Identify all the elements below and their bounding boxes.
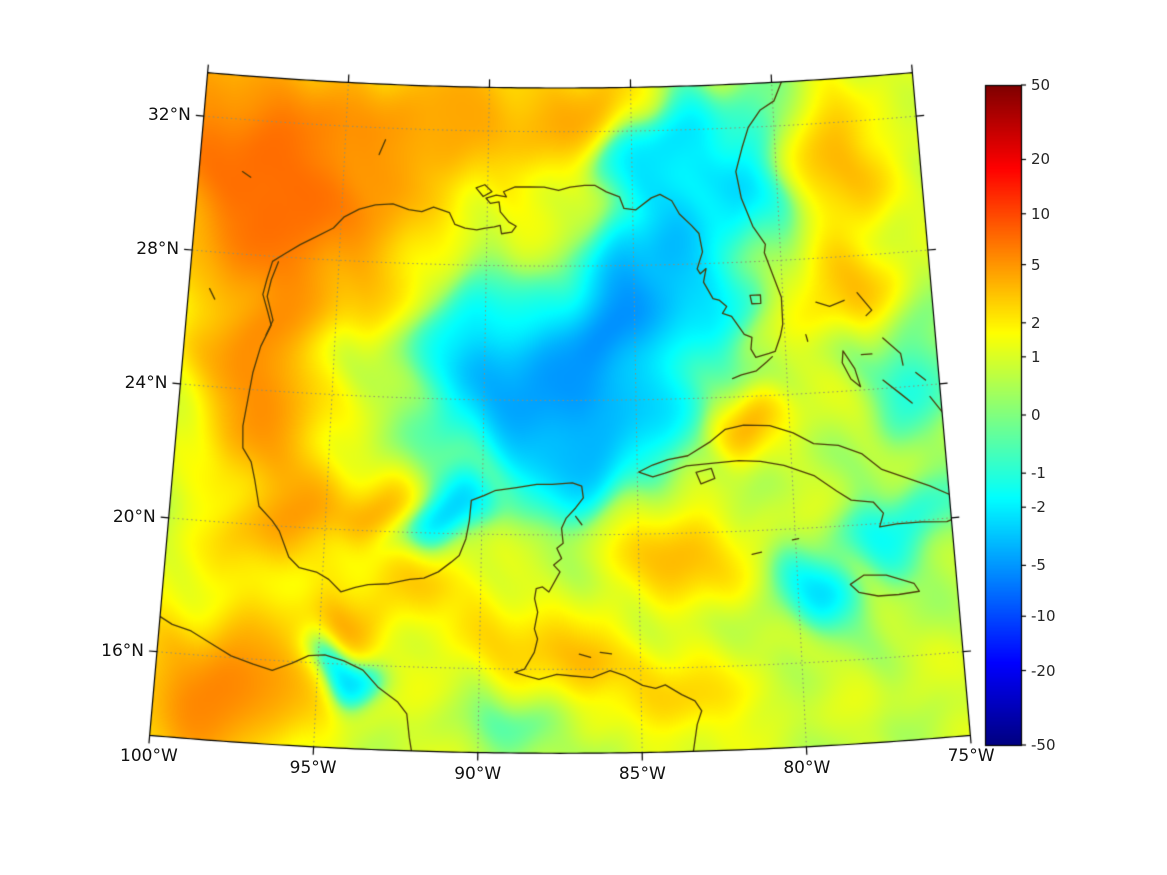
map-canvas (0, 0, 1167, 875)
figure: 32°N 28°N 24°N 20°N 16°N 100°W 95°W 90°W 85°W 80°… (0, 0, 1167, 875)
